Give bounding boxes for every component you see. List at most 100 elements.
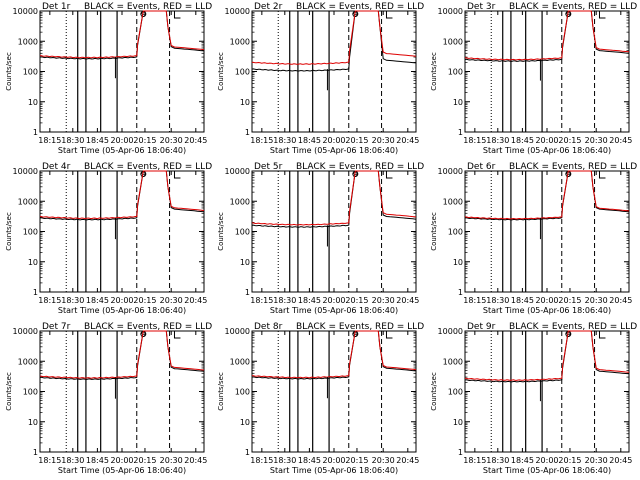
y-axis-label: Counts/sec	[5, 372, 13, 411]
x-tick-label: 20:45	[609, 296, 632, 305]
x-axis-label: Start Time (05-Apr-06 18:06:40)	[58, 306, 186, 315]
x-tick-label: 18:15	[38, 136, 61, 145]
events-series-line	[464, 330, 630, 383]
x-tick-label: 20:15	[345, 296, 368, 305]
lld-series-line	[464, 330, 630, 381]
x-tick-label: 20:00	[322, 456, 345, 465]
x-axis-label: Start Time (05-Apr-06 18:06:40)	[58, 466, 186, 475]
x-tick-label: 18:30	[486, 136, 509, 145]
y-tick-label: 100	[23, 68, 38, 77]
x-axis-label: Start Time (05-Apr-06 18:06:40)	[58, 146, 186, 155]
y-tick-label: 100	[448, 388, 463, 397]
x-tick-label: 20:00	[535, 136, 558, 145]
panel-1: Det 1r BLACK = Events, RED = LLD 1 10 100 100…	[5, 2, 212, 155]
panel-4: Det 4r BLACK = Events, RED = LLD 1 10 100 100…	[5, 162, 212, 315]
panel-5: Det 5r BLACK = Events, RED = LLD 1 10 100 100…	[217, 162, 424, 315]
panel-3: Det 3r BLACK = Events, RED = LLD 1 10 100 100…	[430, 2, 637, 155]
legend-text: BLACK = Events, RED = LLD	[296, 322, 424, 332]
y-tick-label: 10	[453, 98, 463, 107]
x-tick-label: 20:00	[110, 456, 133, 465]
y-tick-label: 100	[448, 68, 463, 77]
y-axis-label: Counts/sec	[217, 212, 225, 251]
x-tick-label: 18:45	[298, 456, 321, 465]
x-tick-label: 20:30	[585, 296, 608, 305]
legend-text: BLACK = Events, RED = LLD	[84, 322, 212, 332]
panel-8: Det 8r BLACK = Events, RED = LLD 1 10 100 100…	[217, 322, 424, 475]
x-tick-label: 18:15	[38, 456, 61, 465]
y-tick-label: 1000	[230, 197, 250, 206]
x-tick-label: 18:15	[463, 296, 486, 305]
panel-title: Det 3r	[467, 2, 496, 12]
y-tick-label: 100	[23, 228, 38, 237]
x-tick-label: 18:15	[250, 136, 273, 145]
x-axis-label: Start Time (05-Apr-06 18:06:40)	[483, 306, 611, 315]
y-tick-label: 1	[33, 448, 38, 457]
x-tick-label: 18:15	[463, 456, 486, 465]
x-tick-label: 20:00	[535, 296, 558, 305]
x-axis-label: Start Time (05-Apr-06 18:06:40)	[483, 466, 611, 475]
lld-series-line	[39, 330, 205, 379]
start-marker-label: S	[141, 171, 146, 179]
x-tick-label: 20:30	[160, 296, 183, 305]
start-marker-label: S	[566, 11, 571, 19]
y-tick-label: 10	[453, 418, 463, 427]
x-axis-label: Start Time (05-Apr-06 18:06:40)	[270, 146, 398, 155]
start-marker-label: S	[353, 11, 358, 19]
plot-frame	[251, 170, 417, 293]
y-tick-label: 10000	[225, 7, 250, 16]
plot-frame	[39, 170, 205, 293]
y-tick-label: 1000	[443, 37, 463, 46]
x-tick-label: 20:15	[345, 136, 368, 145]
x-tick-label: 20:45	[609, 456, 632, 465]
x-tick-label: 18:30	[61, 456, 84, 465]
end-marker	[173, 171, 181, 179]
x-tick-label: 18:30	[273, 456, 296, 465]
y-tick-label: 10000	[225, 327, 250, 336]
start-marker-label: S	[353, 171, 358, 179]
y-tick-label: 10	[28, 418, 38, 427]
y-tick-label: 10000	[438, 327, 463, 336]
legend-text: BLACK = Events, RED = LLD	[84, 2, 212, 12]
x-tick-label: 20:45	[396, 456, 419, 465]
x-tick-label: 18:45	[86, 456, 109, 465]
y-tick-label: 1000	[18, 197, 38, 206]
panel-title: Det 5r	[254, 162, 283, 172]
y-tick-label: 10000	[13, 7, 38, 16]
legend-text: BLACK = Events, RED = LLD	[296, 162, 424, 172]
end-marker	[385, 11, 393, 19]
x-tick-label: 20:45	[184, 136, 207, 145]
start-marker-label: S	[141, 11, 146, 19]
start-marker-label: S	[566, 331, 571, 339]
x-tick-label: 18:45	[86, 136, 109, 145]
x-tick-label: 20:15	[133, 136, 156, 145]
y-tick-label: 100	[235, 388, 250, 397]
panel-title: Det 6r	[467, 162, 496, 172]
y-tick-label: 10	[240, 258, 250, 267]
x-tick-label: 20:00	[110, 296, 133, 305]
x-tick-label: 20:15	[558, 456, 581, 465]
x-tick-label: 20:30	[160, 456, 183, 465]
end-marker	[385, 171, 393, 179]
x-tick-label: 20:45	[609, 136, 632, 145]
end-marker	[385, 331, 393, 339]
y-tick-label: 1000	[18, 357, 38, 366]
lld-series-line	[251, 170, 417, 226]
plot-frame	[251, 330, 417, 453]
y-axis-label: Counts/sec	[430, 212, 438, 251]
y-tick-label: 1	[33, 128, 38, 137]
x-tick-label: 20:15	[558, 296, 581, 305]
y-tick-label: 10	[240, 418, 250, 427]
x-tick-label: 20:00	[322, 296, 345, 305]
x-tick-label: 20:45	[396, 296, 419, 305]
end-marker	[598, 171, 606, 179]
panel-2: Det 2r BLACK = Events, RED = LLD 1 10 100 100…	[217, 2, 424, 155]
x-tick-label: 20:00	[322, 136, 345, 145]
y-tick-label: 1	[33, 288, 38, 297]
plot-frame	[251, 10, 417, 133]
x-tick-label: 20:45	[396, 136, 419, 145]
y-tick-label: 100	[235, 68, 250, 77]
y-axis-label: Counts/sec	[430, 372, 438, 411]
lld-series-line	[251, 10, 417, 65]
x-tick-label: 18:30	[273, 136, 296, 145]
